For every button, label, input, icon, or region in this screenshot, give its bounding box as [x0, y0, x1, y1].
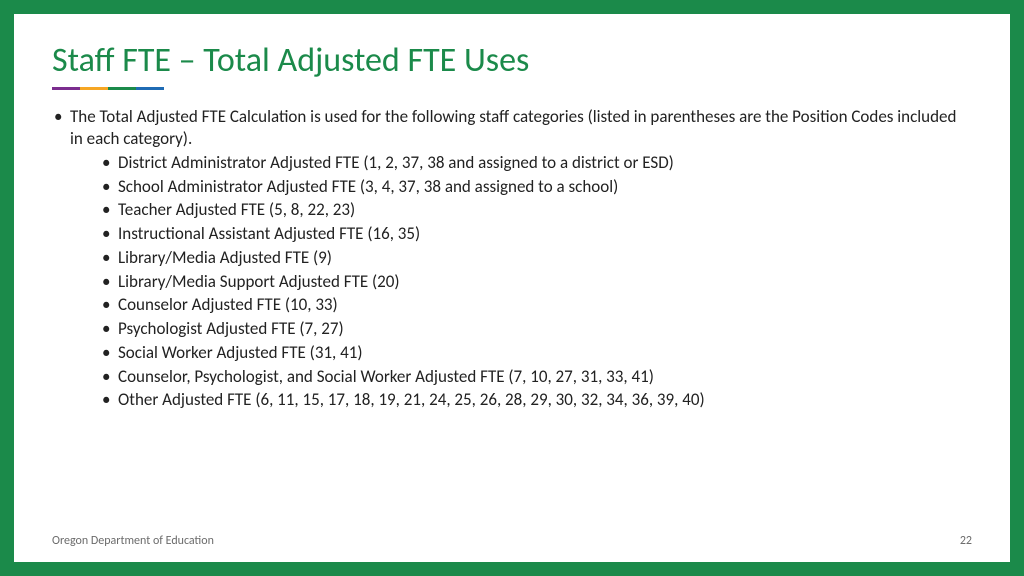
category-item: Psychologist Adjusted FTE (7, 27) — [100, 318, 972, 340]
accent-bar — [52, 87, 164, 90]
category-item: School Administrator Adjusted FTE (3, 4,… — [100, 176, 972, 198]
category-item: Instructional Assistant Adjusted FTE (16… — [100, 223, 972, 245]
category-item: Library/Media Adjusted FTE (9) — [100, 247, 972, 269]
page-number: 22 — [960, 534, 972, 548]
intro-text: The Total Adjusted FTE Calculation is us… — [70, 106, 956, 149]
intro-bullet: The Total Adjusted FTE Calculation is us… — [52, 106, 972, 411]
category-item: Library/Media Support Adjusted FTE (20) — [100, 271, 972, 293]
accent-segment — [52, 87, 80, 90]
content-area: The Total Adjusted FTE Calculation is us… — [52, 106, 972, 411]
slide-body: Staff FTE – Total Adjusted FTE Uses The … — [14, 14, 1010, 562]
slide-footer: Oregon Department of Education 22 — [52, 534, 972, 548]
category-item: Counselor Adjusted FTE (10, 33) — [100, 294, 972, 316]
slide-title: Staff FTE – Total Adjusted FTE Uses — [52, 42, 972, 79]
category-item: Other Adjusted FTE (6, 11, 15, 17, 18, 1… — [100, 389, 972, 411]
accent-segment — [80, 87, 108, 90]
category-item: District Administrator Adjusted FTE (1, … — [100, 152, 972, 174]
category-item: Counselor, Psychologist, and Social Work… — [100, 366, 972, 388]
footer-org: Oregon Department of Education — [52, 534, 214, 548]
category-list: District Administrator Adjusted FTE (1, … — [70, 152, 972, 411]
accent-segment — [136, 87, 164, 90]
category-item: Teacher Adjusted FTE (5, 8, 22, 23) — [100, 199, 972, 221]
accent-segment — [108, 87, 136, 90]
category-item: Social Worker Adjusted FTE (31, 41) — [100, 342, 972, 364]
slide-frame: Staff FTE – Total Adjusted FTE Uses The … — [0, 0, 1024, 576]
